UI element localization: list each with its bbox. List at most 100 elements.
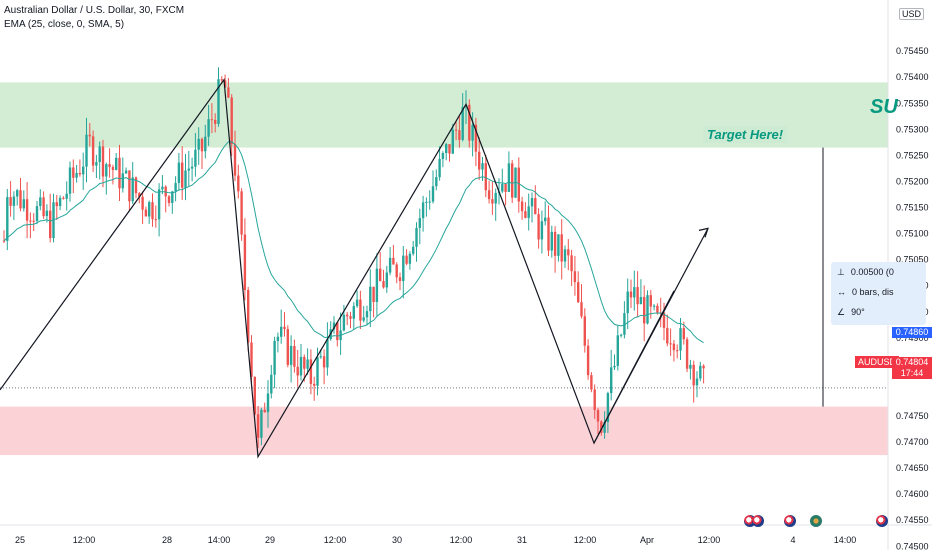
bars-icon: ↔ <box>837 287 846 297</box>
candle <box>570 255 573 272</box>
candle <box>547 217 550 251</box>
candle <box>507 163 511 192</box>
candle <box>144 209 148 217</box>
candle <box>237 175 240 192</box>
event-flag-icon[interactable] <box>810 515 822 527</box>
candle <box>157 189 161 220</box>
candle <box>270 374 273 394</box>
candle <box>82 166 85 175</box>
candle <box>388 257 392 273</box>
candle <box>55 202 58 207</box>
candle <box>217 79 220 124</box>
candle <box>392 257 395 265</box>
candle <box>121 173 124 189</box>
candle <box>550 231 553 251</box>
candle <box>501 184 504 192</box>
candle <box>375 268 379 303</box>
candle <box>303 356 306 369</box>
y-tick-label: 0.75250 <box>896 150 929 160</box>
x-tick-label: 31 <box>517 535 527 545</box>
x-tick-label: 12:00 <box>698 535 721 545</box>
candle <box>101 146 105 177</box>
candle <box>75 172 78 178</box>
measure-bars: 0 bars, dis <box>852 287 894 297</box>
y-tick-label: 0.75100 <box>896 229 929 239</box>
candle <box>402 255 405 282</box>
candle <box>256 414 260 438</box>
candle <box>72 167 75 178</box>
measure-price-range: 0.00500 (0 <box>850 267 894 277</box>
candle <box>428 201 431 203</box>
currency-label[interactable]: USD <box>899 8 925 20</box>
candle <box>194 149 197 167</box>
ema-legend[interactable]: EMA (25, close, 0, SMA, 5) <box>4 19 125 30</box>
candle <box>610 367 613 394</box>
candle <box>138 193 141 197</box>
candle <box>45 210 49 217</box>
candle <box>293 346 296 367</box>
candle <box>273 340 276 375</box>
candle <box>438 158 441 178</box>
event-flag-icon[interactable] <box>752 515 764 527</box>
candle <box>111 167 115 170</box>
candle <box>481 163 484 170</box>
candle <box>65 193 68 199</box>
target-annotation: Target Here! <box>703 126 788 143</box>
candle <box>280 326 283 337</box>
candle <box>362 317 365 321</box>
x-tick-label: 29 <box>265 535 275 545</box>
candle <box>583 316 586 346</box>
supply-annotation: SU <box>870 96 898 118</box>
candle <box>682 328 685 340</box>
y-tick-label: 0.74500 <box>896 541 929 550</box>
candle <box>537 214 540 240</box>
candle <box>85 134 88 167</box>
candle <box>346 314 349 317</box>
event-flag-icon[interactable] <box>784 515 796 527</box>
candle <box>154 219 157 221</box>
candle <box>233 144 237 176</box>
candle <box>141 196 144 210</box>
candle <box>253 376 256 415</box>
candle <box>415 227 418 247</box>
candle <box>616 335 619 366</box>
symbol-label: AUDUSD <box>855 356 900 368</box>
candle <box>190 166 194 169</box>
candle <box>200 138 204 152</box>
candle <box>702 365 705 369</box>
candle <box>623 313 626 335</box>
x-tick-label: 28 <box>162 535 172 545</box>
candle <box>359 299 362 321</box>
candle <box>95 162 98 166</box>
candle <box>395 264 398 278</box>
candle <box>313 383 316 386</box>
y-tick-label: 0.74650 <box>896 463 929 473</box>
target-arrow-head <box>698 227 709 238</box>
candle <box>151 202 154 220</box>
x-tick-label: 12:00 <box>324 535 347 545</box>
candle <box>586 345 590 376</box>
candle <box>520 201 524 212</box>
candle <box>494 192 497 204</box>
candle <box>527 206 530 218</box>
candle <box>646 295 649 324</box>
candle <box>666 327 669 344</box>
candle <box>560 234 563 262</box>
candle <box>676 350 679 352</box>
candle <box>220 79 223 81</box>
candle <box>19 190 22 209</box>
candle <box>187 168 190 171</box>
candle <box>286 329 289 365</box>
candle <box>131 177 134 202</box>
event-flag-icon[interactable] <box>876 515 888 527</box>
candle <box>6 197 9 241</box>
candle <box>369 286 372 312</box>
candle <box>49 210 52 239</box>
target-arrow <box>593 228 709 444</box>
candle <box>484 163 487 191</box>
candle <box>679 328 682 351</box>
candle <box>336 322 339 341</box>
candle <box>454 129 458 131</box>
candle <box>148 202 151 217</box>
